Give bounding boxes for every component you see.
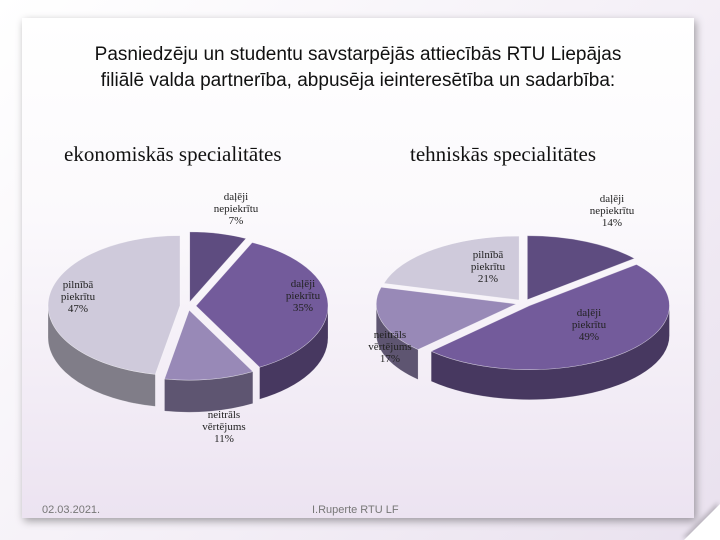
pie-data-label: pilnībā piekrītu 47% [61,279,96,315]
pie-data-label: daļēji piekrītu 49% [572,307,607,343]
chart-title-technical: tehniskās specialitātes [410,142,597,166]
pie-slice-pilnībā-piekrītu [383,235,520,301]
pie-chart-0: daļēji nepiekrītu 7% daļēji piekrītu 35% neitr… [47,191,329,445]
title-line-2: filiālē valda partnerība, abpusēja ieint… [100,70,616,91]
pie-slice-daļēji-piekrītu [195,242,329,368]
pie-slice-daļēji-nepiekrītu [189,231,247,303]
pie-data-label: daļēji piekrītu 35% [286,278,321,314]
pie-data-label: neitrāls vērtējums 11% [202,409,245,445]
footer-date: 02.03.2021. [42,504,101,516]
pie-slice-daļēji-nepiekrītu [527,235,636,301]
pie-data-label: daļēji nepiekrītu 7% [214,191,259,227]
pie-chart-1: daļēji nepiekrītu 14% daļēji piekrītu 49% neit… [368,193,670,400]
chart-title-economic: ekonomiskās specialitātes [64,142,282,166]
pie-data-label: pilnībā piekrītu 21% [471,249,506,285]
page-curl-decoration [684,504,720,540]
pie-data-label: daļēji nepiekrītu 14% [590,193,635,229]
pie-slice-neitrāls-vērtējums [164,309,254,381]
pie-slice-neitrāls-vērtējums [375,286,518,350]
pie-slice-daļēji-piekrītu [430,264,670,370]
pie-slice-pilnībā-piekrītu [47,235,181,375]
title-line-1: Pasniedzēju un studentu savstarpējās att… [94,44,622,65]
footer-author: I.Ruperte RTU LF [312,504,399,516]
pie-data-label: neitrāls vērtējums 17% [368,329,411,365]
slide-title: Pasniedzēju un studentu savstarpējās att… [22,42,694,94]
